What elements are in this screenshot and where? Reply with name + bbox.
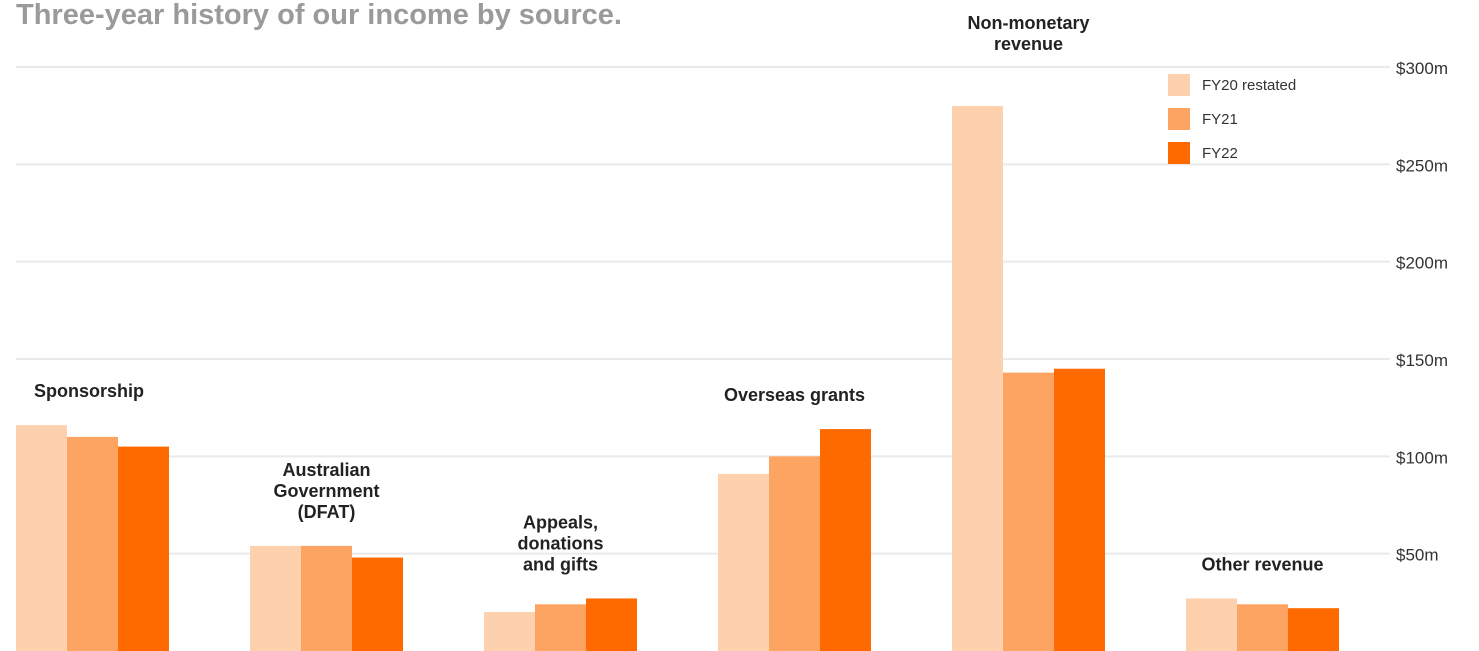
bar (1186, 598, 1237, 651)
y-tick-label: $250m (1396, 156, 1448, 175)
bar (1054, 368, 1105, 651)
chart-title: Three-year history of our income by sour… (16, 0, 622, 31)
bar (67, 436, 118, 651)
legend-label: FY21 (1202, 111, 1238, 128)
legend: FY20 restated FY21 FY22 (1168, 74, 1296, 164)
bar (769, 456, 820, 651)
category-label-line: Appeals, (523, 512, 598, 532)
bar (1003, 372, 1054, 651)
bar (118, 446, 169, 651)
legend-label: FY22 (1202, 145, 1238, 162)
bar (1288, 608, 1339, 651)
category-label-line: and gifts (523, 554, 598, 574)
bar (718, 473, 769, 651)
category-label-line: Australian (282, 460, 370, 480)
category-label: Other revenue (1201, 554, 1323, 574)
bar (301, 545, 352, 651)
y-tick-label: $300m (1396, 59, 1448, 78)
y-tick-label: $100m (1396, 448, 1448, 467)
bar (484, 612, 535, 651)
bar (250, 545, 301, 651)
bar (952, 105, 1003, 651)
bar (535, 604, 586, 651)
gridlines (16, 66, 1390, 555)
y-tick-label: $50m (1396, 546, 1439, 565)
category-label: Overseas grants (724, 385, 865, 405)
y-tick-label: $150m (1396, 351, 1448, 370)
bar (16, 425, 67, 651)
bar (820, 429, 871, 651)
category-label: Sponsorship (34, 381, 144, 401)
category-label-line: Government (273, 481, 379, 501)
category-label: Non-monetary revenue (967, 13, 1089, 54)
y-tick-label: $200m (1396, 254, 1448, 273)
bars (16, 105, 1339, 651)
category-label-line: donations (518, 533, 604, 553)
category-label-line: Overseas grants (724, 385, 865, 405)
bar (352, 557, 403, 651)
legend-swatch (1168, 108, 1190, 130)
legend-swatch (1168, 74, 1190, 96)
category-label-line: Other revenue (1201, 554, 1323, 574)
y-axis-ticks: $50m $100m $150m $200m $250m $300m (1396, 59, 1448, 565)
legend-swatch (1168, 142, 1190, 164)
bar (1237, 604, 1288, 651)
category-label-line: Non-monetary (967, 13, 1089, 33)
bar (586, 598, 637, 651)
category-label-line: revenue (994, 34, 1063, 54)
category-label: Appeals, donations and gifts (518, 512, 604, 574)
category-label: Australian Government (DFAT) (273, 460, 379, 522)
category-labels: Sponsorship Australian Government (DFAT) App… (34, 13, 1324, 574)
category-label-line: (DFAT) (298, 502, 356, 522)
category-label-line: Sponsorship (34, 381, 144, 401)
legend-label: FY20 restated (1202, 77, 1296, 94)
